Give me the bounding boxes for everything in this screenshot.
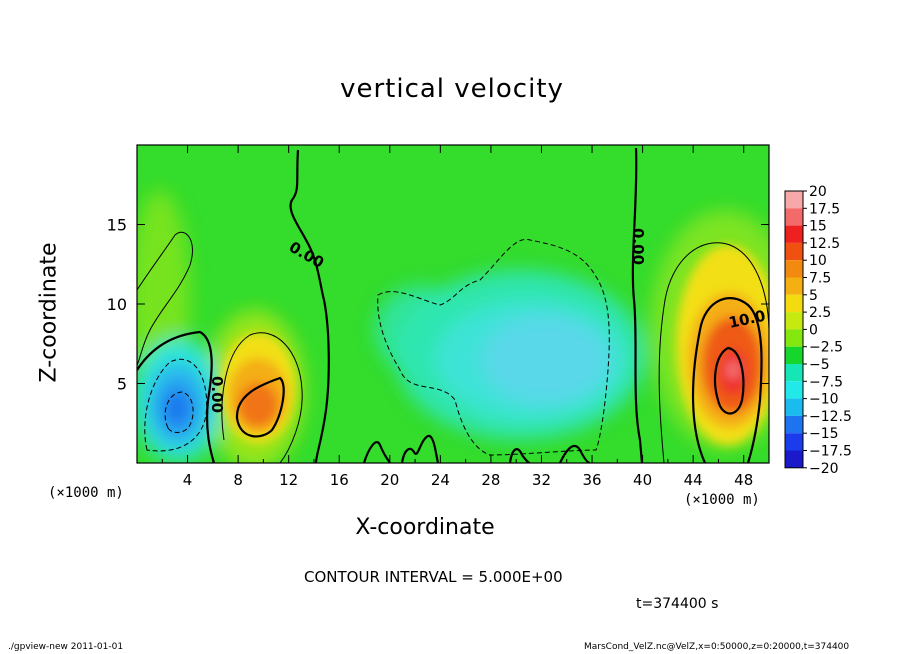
colorbar-swatch bbox=[785, 191, 803, 209]
colorbar-label: 7.5 bbox=[809, 271, 831, 287]
colorbar-label: −12.5 bbox=[809, 409, 852, 425]
colorbar-label: 2.5 bbox=[809, 305, 831, 321]
colorbar-label: −20 bbox=[809, 461, 839, 477]
y-tick-label: 5 bbox=[117, 375, 127, 394]
contour-label: 0.00 bbox=[208, 376, 226, 413]
contour-interval: CONTOUR INTERVAL = 5.000E+00 bbox=[304, 568, 563, 586]
colorbar-label: −17.5 bbox=[809, 444, 852, 460]
x-axis-label: X-coordinate bbox=[355, 515, 495, 540]
colorbar-swatch bbox=[785, 294, 803, 313]
x-tick-label: 4 bbox=[183, 471, 193, 489]
colorbar-swatch bbox=[785, 364, 803, 382]
colorbar-swatch bbox=[785, 242, 803, 261]
colorbar-swatch bbox=[785, 225, 803, 243]
contour-lines bbox=[137, 147, 769, 463]
colorbar-swatch bbox=[785, 312, 803, 330]
colorbar-swatch bbox=[785, 381, 803, 399]
y-axis-ticks: 5 10 15 bbox=[107, 216, 769, 394]
time-label: t=374400 s bbox=[636, 596, 719, 612]
x-tick-label: 28 bbox=[481, 471, 500, 489]
x-tick-label: 32 bbox=[532, 471, 551, 489]
colorbar-label: 17.5 bbox=[809, 201, 840, 217]
colorbar-label: −5 bbox=[809, 357, 830, 373]
y-tick-label: 15 bbox=[107, 216, 127, 235]
x-tick-label: 36 bbox=[582, 471, 601, 489]
contour-label: 0.00 bbox=[629, 228, 647, 265]
colorbar-label: −10 bbox=[809, 392, 839, 408]
colorbar-label: 10 bbox=[809, 253, 827, 269]
colorbar-label: 12.5 bbox=[809, 236, 840, 252]
x-tick-label: 40 bbox=[633, 471, 652, 489]
x-tick-label: 8 bbox=[233, 471, 243, 489]
colorbar-swatch bbox=[785, 277, 803, 295]
dashed-contours bbox=[144, 238, 610, 456]
colorbar-swatch bbox=[785, 208, 803, 226]
x-tick-label: 44 bbox=[684, 471, 703, 489]
heatmap-field bbox=[137, 145, 769, 463]
colorbar-label: 0 bbox=[809, 322, 818, 338]
colorbar-label: −7.5 bbox=[809, 374, 843, 390]
chart-title: vertical velocity bbox=[340, 74, 564, 104]
colorbar-label: 15 bbox=[809, 219, 827, 235]
x-tick-label: 16 bbox=[330, 471, 349, 489]
x-tick-label: 20 bbox=[380, 471, 399, 489]
x-unit-label: (×1000 m) bbox=[684, 492, 760, 508]
colorbar-swatch bbox=[785, 415, 803, 434]
footer-left: ./gpview-new 2011-01-01 bbox=[8, 642, 124, 652]
colorbar-swatch bbox=[785, 260, 803, 278]
footer-right: MarsCond_VelZ.nc@VelZ,x=0:50000,z=0:2000… bbox=[584, 642, 850, 652]
x-axis-ticks: 4 8 12 16 20 24 28 32 36 40 44 48 bbox=[161, 145, 753, 489]
colorbar-swatch bbox=[785, 433, 803, 451]
x-tick-label: 12 bbox=[279, 471, 298, 489]
colorbar-swatch bbox=[785, 346, 803, 364]
colorbar-label: 20 bbox=[809, 184, 827, 200]
colorbar-label: 5 bbox=[809, 288, 818, 304]
colorbar-label: −2.5 bbox=[809, 340, 843, 356]
y-unit-label: (×1000 m) bbox=[48, 485, 124, 501]
colorbar-swatch bbox=[785, 329, 803, 347]
x-tick-label: 48 bbox=[734, 471, 753, 489]
y-tick-label: 10 bbox=[107, 295, 127, 314]
colorbar-label: −15 bbox=[809, 426, 839, 442]
y-axis-label: Z-coordinate bbox=[36, 242, 62, 383]
colorbar-swatch bbox=[785, 450, 803, 468]
colorbar-swatch bbox=[785, 398, 803, 416]
x-tick-label: 24 bbox=[431, 471, 450, 489]
